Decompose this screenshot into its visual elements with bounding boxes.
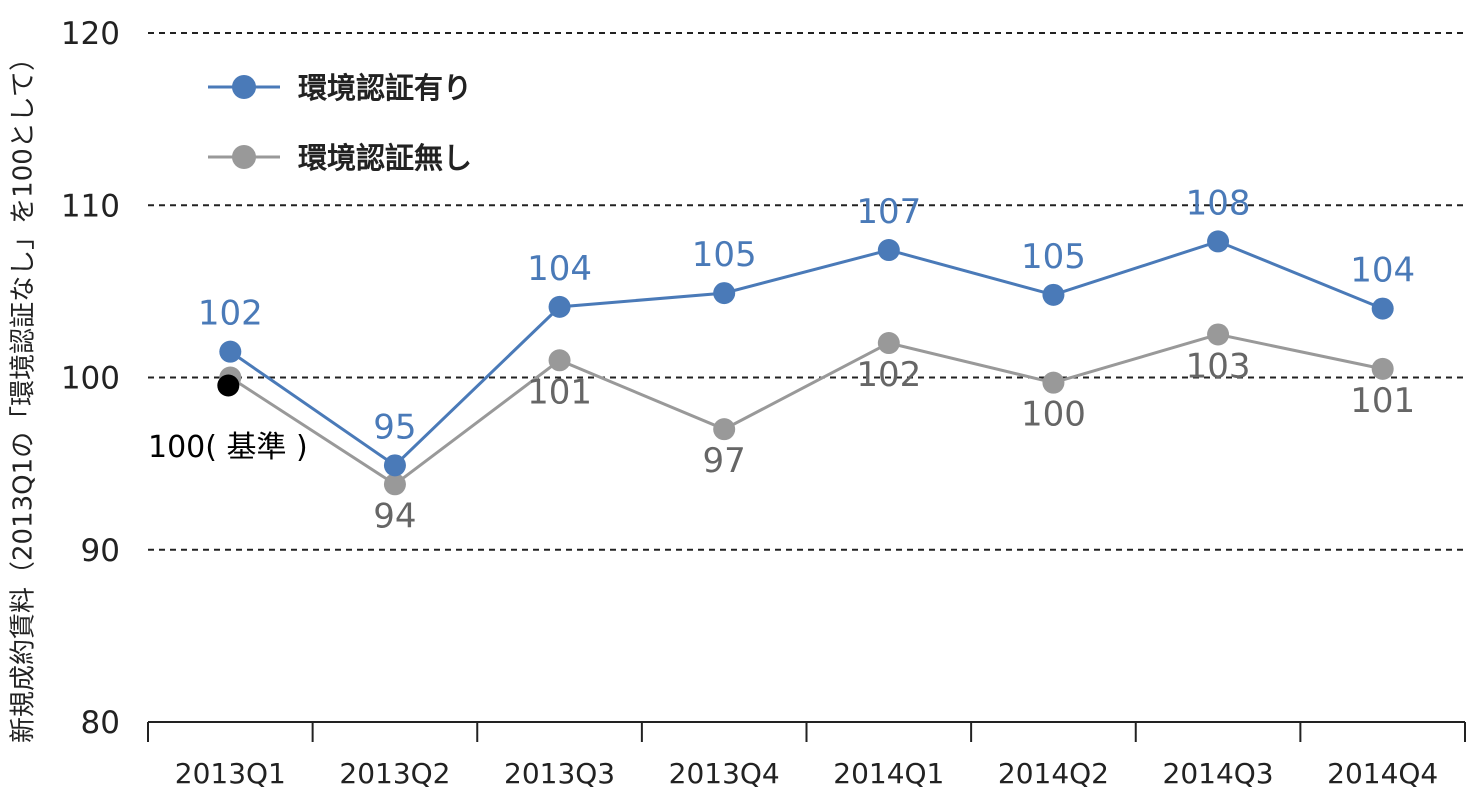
series-line-0 bbox=[229, 239, 1384, 468]
data-point-s1-6 bbox=[1207, 323, 1230, 346]
y-tick-label-90: 90 bbox=[81, 533, 120, 569]
data-point-s1-1 bbox=[383, 473, 406, 496]
data-point-s0-1 bbox=[383, 454, 406, 477]
legend-label-1: 環境認証無し bbox=[298, 141, 472, 175]
data-label-s1-2: 101 bbox=[527, 372, 592, 412]
data-label-s0-6: 108 bbox=[1186, 183, 1251, 223]
data-point-s1-3 bbox=[713, 418, 736, 441]
x-tick-label-2013Q1: 2013Q1 bbox=[175, 757, 286, 789]
data-point-s0-6 bbox=[1207, 230, 1230, 253]
data-point-s0-7 bbox=[1371, 297, 1394, 320]
y-tick-label-100: 100 bbox=[61, 361, 120, 397]
data-label-s0-4: 107 bbox=[856, 192, 921, 232]
series-line-1 bbox=[229, 332, 1383, 487]
data-label-s0-5: 105 bbox=[1021, 237, 1086, 277]
data-point-s1-2 bbox=[548, 349, 571, 372]
data-point-s1-5 bbox=[1042, 371, 1065, 394]
legend-label-0: 環境認証有り bbox=[298, 71, 472, 105]
data-point-s0-5 bbox=[1042, 283, 1065, 306]
data-point-s1-7 bbox=[1371, 357, 1394, 380]
data-label-s0-0: 102 bbox=[198, 294, 263, 334]
y-tick-label-110: 110 bbox=[61, 188, 120, 224]
legend-marker-1 bbox=[232, 145, 256, 169]
data-point-s0-4 bbox=[877, 239, 900, 262]
data-label-s1-3: 97 bbox=[703, 441, 746, 481]
data-label-s1-1: 94 bbox=[373, 496, 416, 536]
data-point-s0-3 bbox=[713, 282, 736, 305]
data-label-s1-5: 100 bbox=[1021, 395, 1086, 435]
data-point-s0-0 bbox=[219, 340, 242, 363]
x-tick-label-2014Q2: 2014Q2 bbox=[998, 757, 1109, 789]
baseline-point bbox=[217, 374, 240, 397]
legend-marker-0 bbox=[232, 75, 256, 99]
data-label-s1-7: 101 bbox=[1350, 381, 1415, 421]
x-tick-label-2014Q4: 2014Q4 bbox=[1327, 757, 1438, 789]
x-tick-label-2014Q1: 2014Q1 bbox=[833, 757, 944, 789]
data-label-s0-1: 95 bbox=[373, 407, 416, 447]
data-label-s0-7: 104 bbox=[1350, 251, 1415, 291]
data-label-s0-3: 105 bbox=[692, 235, 757, 275]
baseline-annotation: 100( 基準 ) bbox=[148, 430, 308, 465]
data-point-s1-4 bbox=[877, 332, 900, 355]
x-tick-label-2014Q3: 2014Q3 bbox=[1163, 757, 1274, 789]
data-point-s0-2 bbox=[548, 295, 571, 318]
data-label-s0-2: 104 bbox=[527, 249, 592, 289]
y-tick-label-80: 80 bbox=[81, 705, 120, 741]
y-tick-label-120: 120 bbox=[61, 16, 120, 52]
x-tick-label-2013Q3: 2013Q3 bbox=[504, 757, 615, 789]
x-tick-label-2013Q4: 2013Q4 bbox=[669, 757, 780, 789]
data-label-s1-4: 102 bbox=[856, 355, 921, 395]
x-tick-label-2013Q2: 2013Q2 bbox=[339, 757, 450, 789]
data-label-s1-6: 103 bbox=[1186, 346, 1251, 386]
